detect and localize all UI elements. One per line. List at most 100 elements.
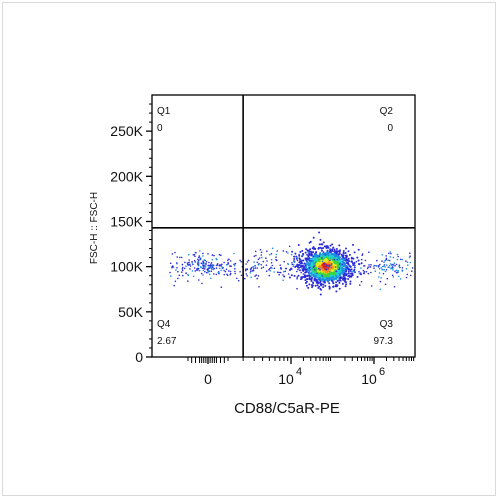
- event-dot: [329, 251, 332, 253]
- event-dot: [351, 270, 353, 273]
- event-dot: [396, 253, 399, 256]
- event-dot: [335, 278, 338, 281]
- event-dot: [271, 264, 274, 267]
- event-dot: [202, 266, 205, 268]
- event-dot: [300, 267, 303, 269]
- event-dot: [312, 282, 315, 285]
- event-dot: [325, 278, 328, 281]
- event-dot: [390, 252, 392, 255]
- event-dot: [181, 263, 184, 266]
- event-dot: [315, 251, 318, 253]
- y-tick-label: 0: [135, 349, 143, 365]
- event-dot: [409, 252, 411, 254]
- event-dot: [256, 277, 259, 280]
- event-dot: [337, 257, 340, 259]
- event-dot: [406, 261, 409, 264]
- event-dot: [217, 271, 220, 274]
- event-dot: [297, 268, 299, 271]
- event-dot: [335, 276, 338, 279]
- event-dot: [311, 271, 315, 275]
- event-dot: [314, 277, 317, 280]
- event-dot: [261, 256, 263, 259]
- event-dot: [312, 266, 315, 269]
- event-dot: [345, 247, 347, 250]
- event-dot: [213, 254, 215, 257]
- event-dot: [257, 258, 260, 261]
- event-dot: [293, 261, 296, 264]
- event-dot: [352, 264, 355, 266]
- event-dot: [319, 238, 322, 241]
- event-dot: [193, 253, 196, 256]
- event-dot: [223, 273, 226, 276]
- event-dot: [319, 269, 321, 271]
- event-dot: [292, 265, 295, 268]
- event-dot: [306, 249, 309, 252]
- event-dot: [370, 271, 372, 274]
- event-dot: [351, 273, 354, 276]
- event-dot: [310, 274, 312, 277]
- event-dot: [314, 266, 318, 270]
- event-dot: [376, 265, 378, 267]
- x-tick-label: 0: [204, 371, 212, 387]
- event-dot: [333, 261, 337, 265]
- event-dot: [405, 268, 408, 270]
- event-dot: [258, 263, 260, 265]
- event-dot: [204, 265, 206, 268]
- event-dot: [191, 270, 194, 272]
- quadrant-q1-value: 0: [157, 123, 163, 134]
- event-dot: [312, 255, 315, 258]
- event-dot: [324, 254, 327, 256]
- event-dot: [393, 262, 396, 265]
- event-dot: [246, 268, 249, 271]
- event-dot: [350, 256, 353, 259]
- y-axis-title: FSC-H :: FSC-H: [89, 192, 100, 264]
- event-dot: [312, 260, 315, 262]
- event-dot: [392, 256, 395, 259]
- event-dot: [310, 280, 313, 282]
- event-dot: [223, 261, 225, 264]
- event-dot: [370, 264, 372, 266]
- event-dot: [210, 277, 212, 280]
- event-dot: [326, 253, 329, 255]
- figure-frame: [2, 2, 496, 496]
- event-dot: [360, 280, 363, 283]
- event-dot: [344, 265, 347, 268]
- event-dot: [288, 276, 291, 279]
- event-dot: [177, 270, 179, 273]
- event-dot: [260, 264, 263, 266]
- event-dot: [202, 262, 205, 264]
- event-dot: [316, 272, 318, 275]
- event-dot: [221, 266, 224, 269]
- event-dot: [332, 258, 335, 260]
- event-dot: [298, 261, 301, 264]
- event-dot: [207, 271, 209, 274]
- event-dot: [244, 269, 247, 272]
- event-dot: [319, 253, 322, 256]
- event-dot: [225, 268, 228, 271]
- event-dot: [388, 264, 391, 267]
- event-dot: [328, 287, 331, 290]
- event-dot: [332, 278, 334, 281]
- event-dot: [335, 283, 338, 286]
- event-dot: [385, 257, 388, 260]
- event-dot: [268, 274, 271, 277]
- event-dot: [344, 254, 347, 257]
- event-dot: [388, 259, 391, 262]
- event-dot: [199, 257, 201, 259]
- y-tick-label: 100K: [110, 259, 143, 275]
- event-dot: [398, 265, 401, 268]
- event-dot: [342, 251, 345, 254]
- event-dot: [234, 262, 237, 265]
- event-dot: [352, 257, 355, 260]
- event-dot: [300, 259, 303, 262]
- event-dot: [173, 284, 175, 287]
- event-dot: [256, 261, 259, 264]
- event-dot: [358, 272, 361, 275]
- event-dot: [378, 272, 381, 274]
- event-dot: [198, 255, 201, 257]
- quadrant-q4-name: Q4: [157, 319, 171, 330]
- event-dot: [329, 244, 332, 247]
- event-dot: [287, 262, 289, 265]
- event-dot: [266, 260, 268, 262]
- event-dot: [340, 280, 342, 282]
